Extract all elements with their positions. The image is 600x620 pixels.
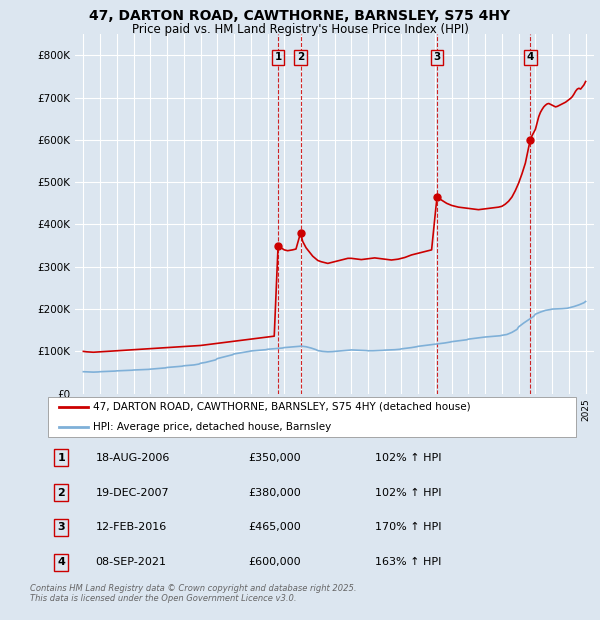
Text: 47, DARTON ROAD, CAWTHORNE, BARNSLEY, S75 4HY: 47, DARTON ROAD, CAWTHORNE, BARNSLEY, S7… <box>89 9 511 24</box>
Text: HPI: Average price, detached house, Barnsley: HPI: Average price, detached house, Barn… <box>93 422 331 432</box>
Text: 3: 3 <box>433 53 440 63</box>
Text: 2: 2 <box>297 53 304 63</box>
Text: 18-AUG-2006: 18-AUG-2006 <box>95 453 170 463</box>
Text: 1: 1 <box>274 53 282 63</box>
Text: 102% ↑ HPI: 102% ↑ HPI <box>376 487 442 497</box>
Text: 4: 4 <box>527 53 534 63</box>
Text: 47, DARTON ROAD, CAWTHORNE, BARNSLEY, S75 4HY (detached house): 47, DARTON ROAD, CAWTHORNE, BARNSLEY, S7… <box>93 402 470 412</box>
Text: 1: 1 <box>58 453 65 463</box>
Text: 2: 2 <box>58 487 65 497</box>
Text: £465,000: £465,000 <box>248 523 301 533</box>
Text: 12-FEB-2016: 12-FEB-2016 <box>95 523 167 533</box>
Text: 3: 3 <box>58 523 65 533</box>
Text: £600,000: £600,000 <box>248 557 301 567</box>
Text: 19-DEC-2007: 19-DEC-2007 <box>95 487 169 497</box>
Text: £380,000: £380,000 <box>248 487 301 497</box>
FancyBboxPatch shape <box>48 397 576 437</box>
Text: 08-SEP-2021: 08-SEP-2021 <box>95 557 167 567</box>
Text: Price paid vs. HM Land Registry's House Price Index (HPI): Price paid vs. HM Land Registry's House … <box>131 23 469 36</box>
Text: 102% ↑ HPI: 102% ↑ HPI <box>376 453 442 463</box>
Text: £350,000: £350,000 <box>248 453 301 463</box>
Text: Contains HM Land Registry data © Crown copyright and database right 2025.
This d: Contains HM Land Registry data © Crown c… <box>30 584 356 603</box>
Text: 4: 4 <box>57 557 65 567</box>
Text: 163% ↑ HPI: 163% ↑ HPI <box>376 557 442 567</box>
Text: 170% ↑ HPI: 170% ↑ HPI <box>376 523 442 533</box>
